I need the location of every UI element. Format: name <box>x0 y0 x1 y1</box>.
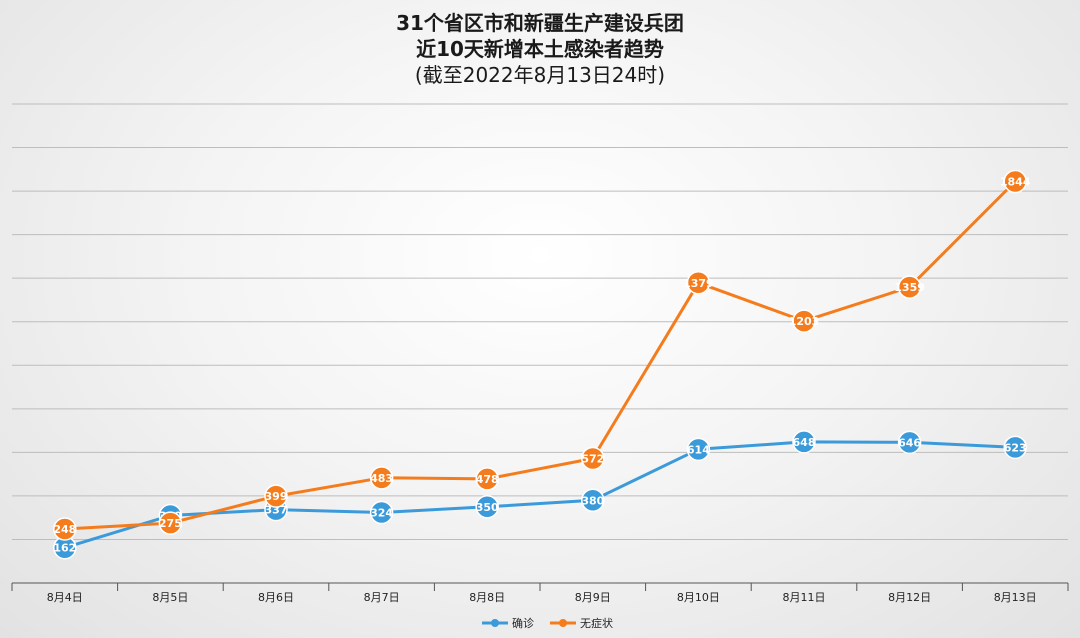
data-label: 324 <box>370 506 393 519</box>
x-tick-label: 8月12日 <box>888 591 931 604</box>
series-line <box>64 440 1016 550</box>
data-label: 380 <box>581 494 604 507</box>
data-label: 162 <box>53 542 76 555</box>
data-label: 1844 <box>1000 176 1031 189</box>
data-label: 1379 <box>683 277 714 290</box>
data-point[interactable] <box>686 271 711 295</box>
data-label: 478 <box>476 473 499 486</box>
data-point[interactable] <box>897 275 922 299</box>
data-point[interactable] <box>264 484 288 508</box>
data-point[interactable] <box>581 488 605 513</box>
legend: 确诊 无症状 <box>482 616 613 630</box>
data-label: 646 <box>898 436 921 449</box>
legend-label: 无症状 <box>580 616 613 630</box>
data-point[interactable] <box>1003 169 1027 194</box>
x-tick-label: 8月13日 <box>994 591 1037 604</box>
data-point[interactable] <box>53 517 77 541</box>
data-point[interactable] <box>158 511 183 535</box>
legend-label: 确诊 <box>512 616 534 630</box>
legend-swatch-dot <box>491 619 499 627</box>
chart-title: 31个省区市和新疆生产建设兵团 <box>396 11 684 35</box>
data-point[interactable] <box>792 430 816 454</box>
data-label: 248 <box>53 523 76 536</box>
x-tick-label: 8月10日 <box>677 591 720 604</box>
legend-item: 无症状 <box>550 616 613 630</box>
data-point[interactable] <box>475 495 499 519</box>
data-point[interactable] <box>792 309 816 333</box>
data-label: 614 <box>687 443 710 456</box>
x-tick-label: 8月9日 <box>575 591 611 604</box>
data-point[interactable] <box>686 437 711 462</box>
x-tick-label: 8月8日 <box>469 591 505 604</box>
legend-item: 确诊 <box>482 616 534 630</box>
legend-swatch-dot <box>559 619 567 627</box>
x-tick-label: 8月4日 <box>47 591 83 604</box>
data-label: 623 <box>1004 441 1027 454</box>
data-label: 275 <box>159 517 182 530</box>
x-tick-label: 8月6日 <box>258 591 294 604</box>
data-label: 399 <box>265 490 288 503</box>
data-point[interactable] <box>1003 435 1027 460</box>
x-axis: 8月4日 8月5日 8月6日 8月7日 8月8日 8月9日 8月10日 8月11日 8月12日 8… <box>11 582 1069 604</box>
data-point[interactable] <box>897 430 922 455</box>
data-label: 483 <box>370 472 393 485</box>
series-line <box>64 180 1017 531</box>
x-tick-label: 8月5日 <box>152 591 188 604</box>
data-point[interactable] <box>581 446 605 471</box>
data-label: 1359 <box>894 281 925 294</box>
series-lines: 1623103373243503806146486466232482753994… <box>53 169 1031 560</box>
x-tick-label: 8月7日 <box>364 591 400 604</box>
data-label: 1203 <box>789 315 820 328</box>
data-label: 648 <box>793 436 816 449</box>
x-tick-label: 8月11日 <box>783 591 826 604</box>
data-point[interactable] <box>369 500 394 525</box>
data-label: 337 <box>265 504 288 517</box>
chart-subtitle: 近10天新增本土感染者趋势 <box>416 37 664 61</box>
series-2: 248 275 399 483 478 572 1379 1203 1359 1844 <box>53 169 1031 541</box>
data-label: 572 <box>581 452 604 465</box>
data-point[interactable] <box>369 466 394 490</box>
chart-subtitle-date: (截至2022年8月13日24时) <box>415 63 665 87</box>
grid-lines <box>12 103 1068 540</box>
data-point[interactable] <box>475 467 499 491</box>
data-label: 350 <box>476 501 499 514</box>
